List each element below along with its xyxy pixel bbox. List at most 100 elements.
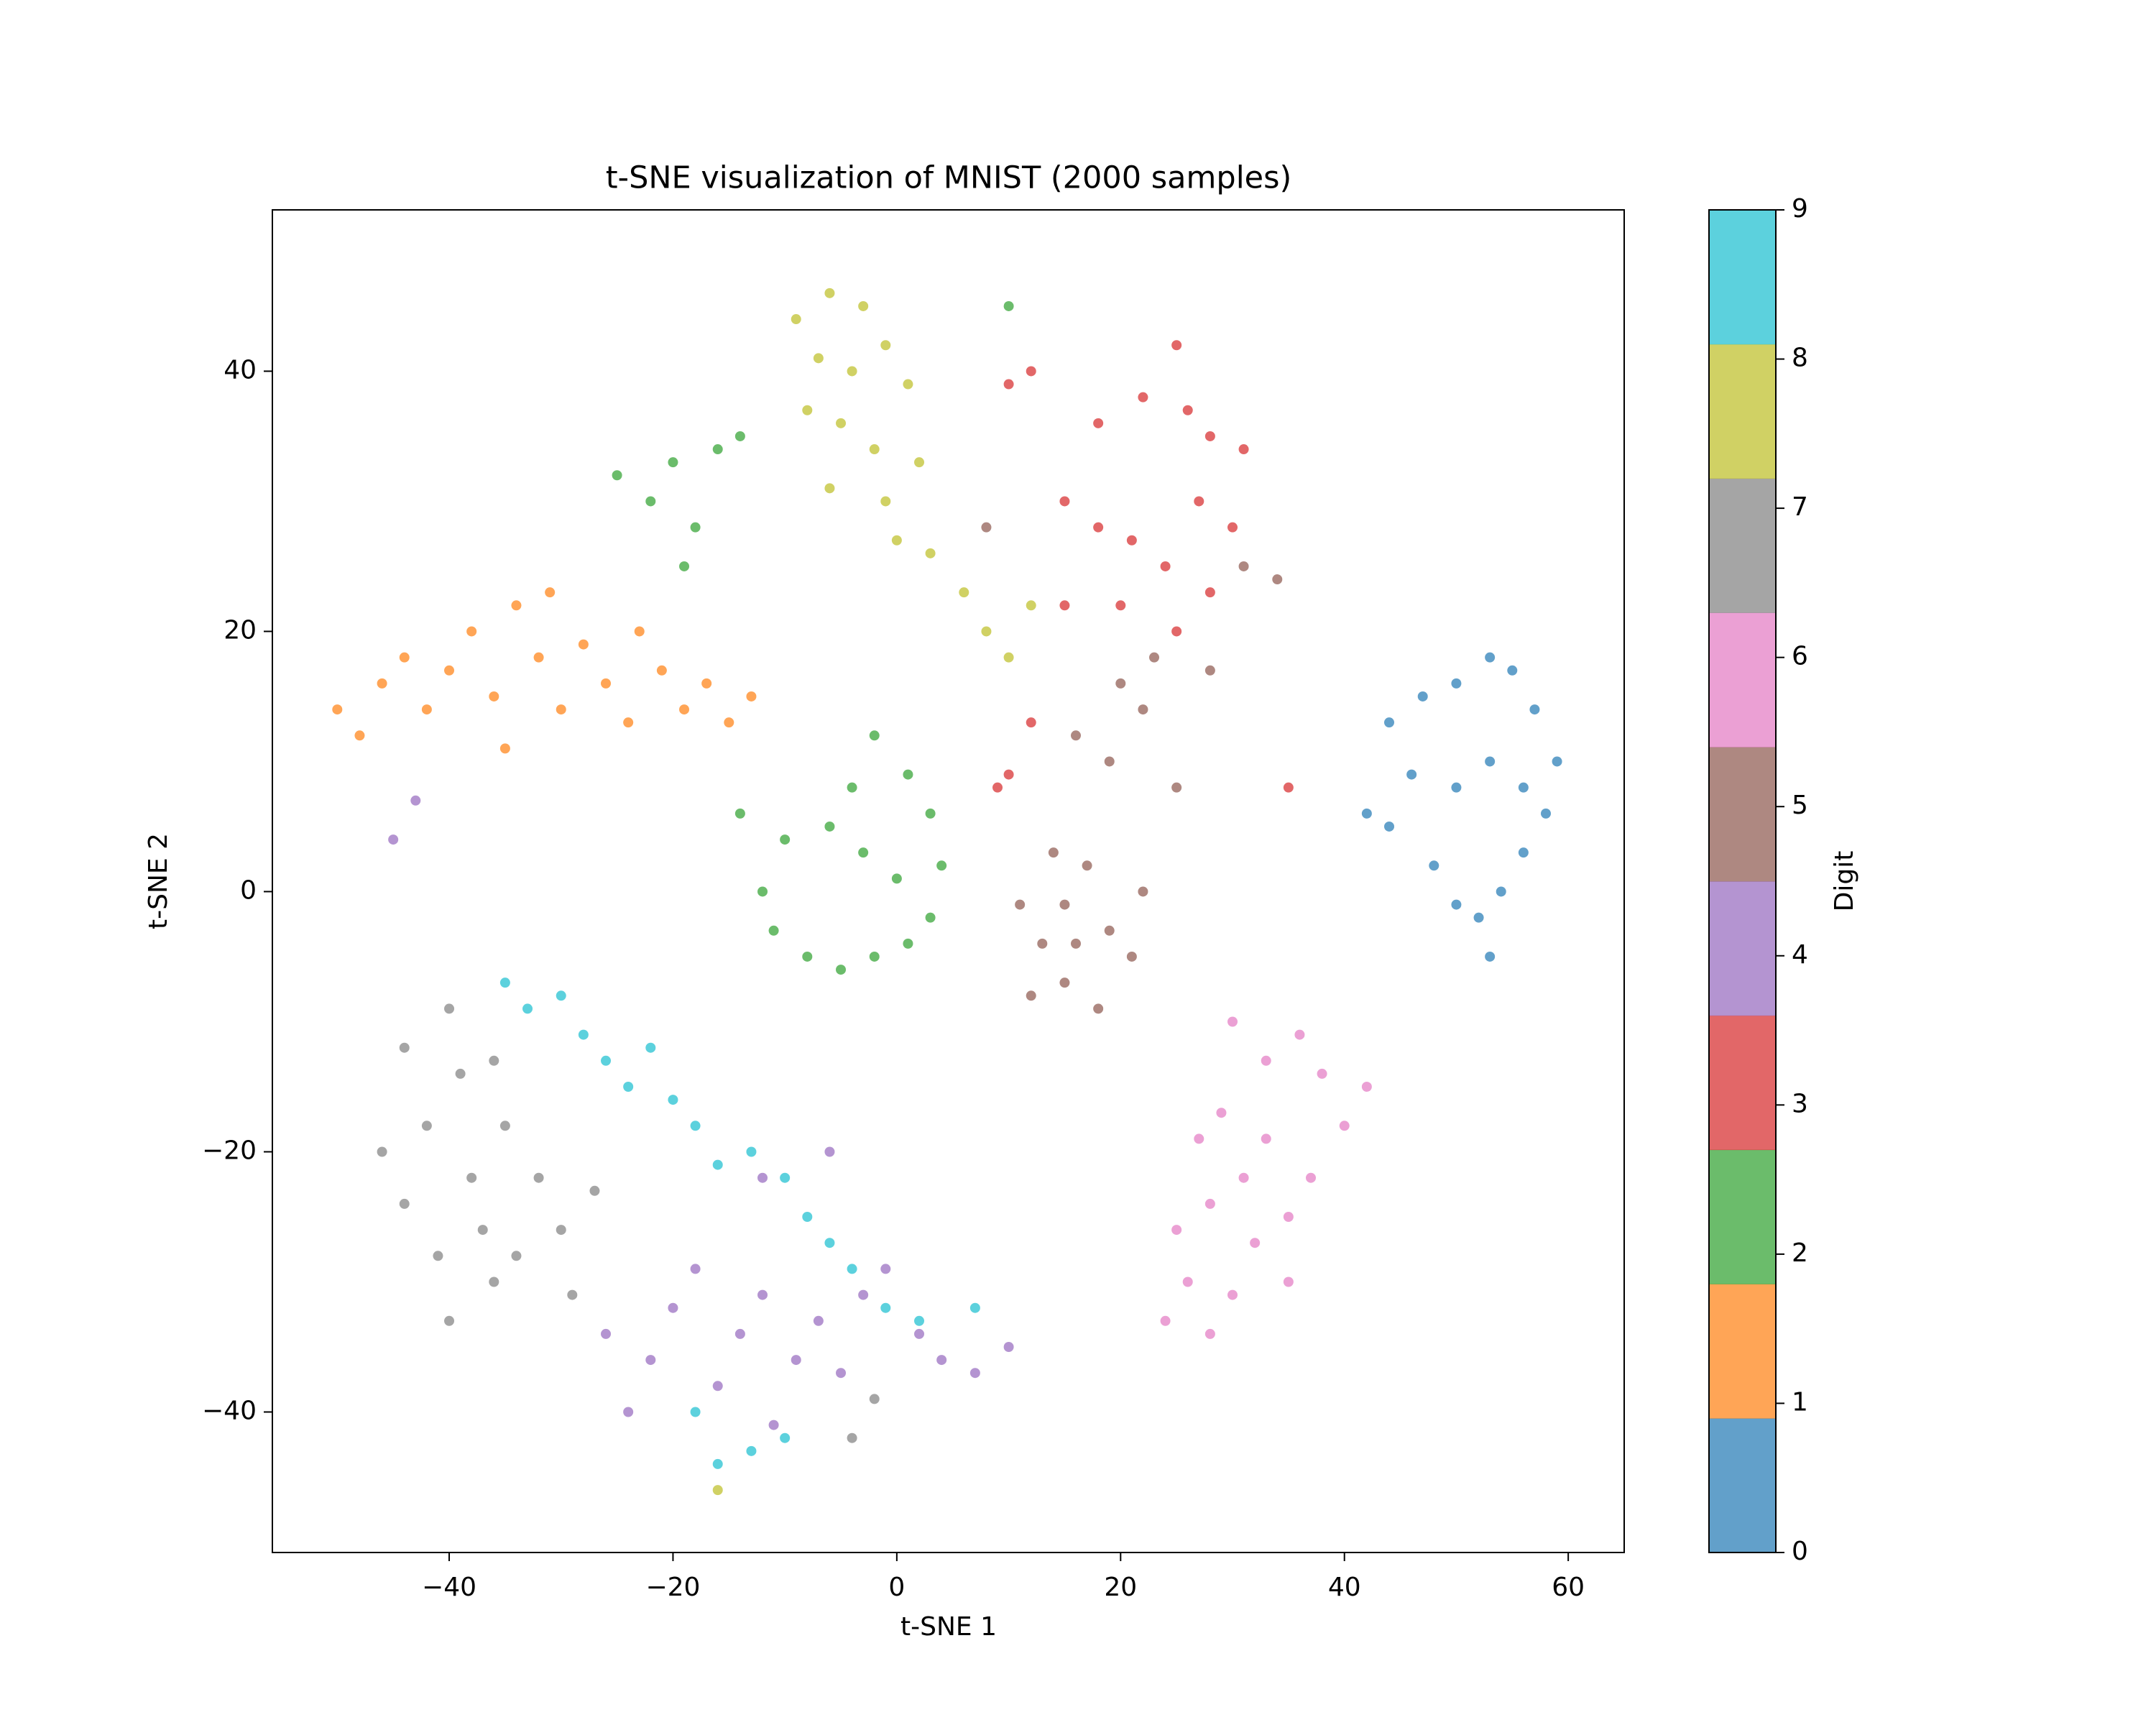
point: [690, 522, 701, 533]
colorbar-tick-label: 1: [1792, 1387, 1808, 1417]
point: [1115, 600, 1126, 611]
colorbar-bin: [1709, 881, 1776, 1016]
point: [1048, 847, 1059, 858]
point: [1071, 730, 1082, 741]
point: [556, 704, 566, 715]
point: [1003, 300, 1014, 311]
colorbar-bin: [1709, 210, 1776, 345]
point: [623, 1407, 634, 1417]
point: [1026, 600, 1036, 611]
point: [690, 1121, 701, 1131]
point: [1171, 626, 1182, 637]
point: [1149, 652, 1160, 663]
point: [1171, 782, 1182, 793]
point: [1138, 886, 1148, 897]
point: [1417, 691, 1428, 702]
point: [891, 873, 902, 884]
point: [1160, 1315, 1171, 1326]
point: [511, 600, 522, 611]
point: [1138, 392, 1148, 402]
point: [623, 717, 634, 728]
point: [746, 691, 757, 702]
point: [858, 300, 869, 311]
point: [712, 444, 723, 455]
point: [1126, 535, 1137, 546]
point: [1261, 1055, 1271, 1066]
point: [1283, 1276, 1294, 1287]
point: [757, 1172, 768, 1183]
y-tick-label: −40: [202, 1397, 257, 1426]
point: [1272, 574, 1283, 585]
colorbar-bin: [1709, 1418, 1776, 1553]
point: [824, 1238, 835, 1248]
point: [690, 1264, 701, 1274]
point: [936, 860, 947, 871]
point: [410, 795, 421, 806]
point: [499, 978, 510, 988]
point: [1003, 652, 1014, 663]
point: [858, 1289, 869, 1300]
point: [936, 1355, 947, 1366]
point: [869, 951, 880, 962]
point: [489, 1276, 499, 1287]
point: [813, 1315, 824, 1326]
point: [1003, 769, 1014, 780]
point: [903, 379, 913, 390]
point: [701, 678, 712, 689]
y-axis-label: t-SNE 2: [144, 833, 173, 929]
y-tick-label: 20: [224, 615, 257, 645]
point: [1204, 1198, 1215, 1209]
point: [1003, 1342, 1014, 1353]
x-tick-label: 0: [888, 1573, 905, 1602]
point: [847, 782, 857, 793]
axes-frame: [272, 209, 1625, 1553]
point: [1015, 899, 1026, 910]
point: [768, 925, 779, 936]
point: [455, 1068, 466, 1079]
point: [1160, 561, 1171, 571]
point: [847, 1264, 857, 1274]
point: [556, 1225, 566, 1236]
point: [1093, 522, 1104, 533]
point: [533, 1172, 544, 1183]
point: [1473, 912, 1484, 923]
point: [712, 1381, 723, 1392]
point: [466, 1172, 477, 1183]
point: [1339, 1121, 1350, 1131]
point: [489, 691, 499, 702]
point: [444, 665, 455, 676]
point: [836, 965, 847, 975]
point: [791, 314, 801, 325]
point: [601, 678, 612, 689]
point: [645, 496, 656, 507]
point: [1026, 717, 1036, 728]
colorbar-bin: [1709, 1015, 1776, 1151]
point: [824, 288, 835, 298]
x-axis-label: t-SNE 1: [900, 1612, 997, 1642]
point: [880, 340, 891, 351]
point: [1126, 951, 1137, 962]
point: [824, 821, 835, 832]
point: [1059, 496, 1070, 507]
point: [1518, 782, 1529, 793]
point: [836, 418, 847, 428]
point: [1507, 665, 1518, 676]
point: [1451, 678, 1462, 689]
point: [925, 912, 936, 923]
point: [724, 717, 734, 728]
point: [377, 1146, 387, 1157]
point: [1093, 1003, 1104, 1014]
point: [969, 1368, 980, 1379]
point: [522, 1003, 533, 1014]
point: [1406, 769, 1417, 780]
point: [780, 1172, 791, 1183]
point: [1194, 496, 1204, 507]
point: [1451, 782, 1462, 793]
point: [869, 444, 880, 455]
point: [377, 678, 387, 689]
point: [1138, 704, 1148, 715]
colorbar-tick-label: 4: [1792, 940, 1808, 970]
point: [847, 366, 857, 377]
point: [1485, 756, 1496, 767]
